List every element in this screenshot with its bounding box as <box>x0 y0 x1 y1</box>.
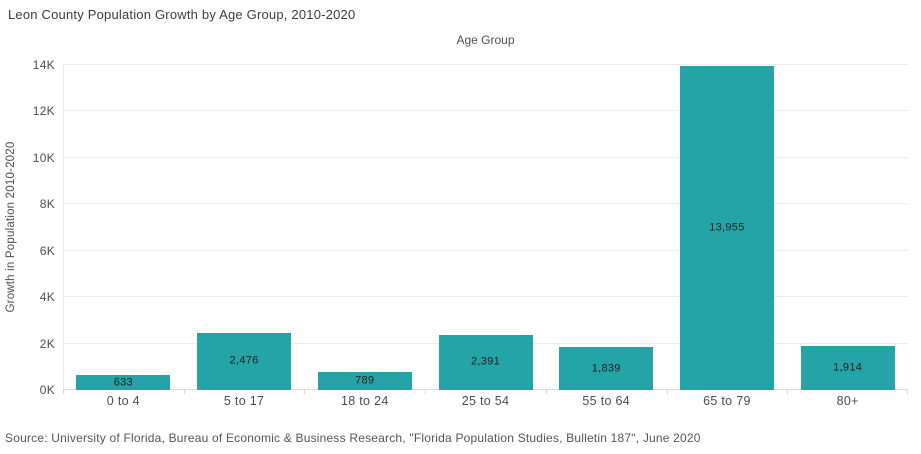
chart-title: Leon County Population Growth by Age Gro… <box>8 7 356 22</box>
x-tick-label: 18 to 24 <box>340 394 389 408</box>
gridline <box>63 296 908 298</box>
y-tick-label: 10K <box>32 150 55 165</box>
y-tick-label: 12K <box>32 104 55 119</box>
axis-tick <box>907 390 908 394</box>
y-axis-tick-labels: 0K 2K 4K 6K 8K 10K 12K 14K <box>0 58 55 397</box>
x-axis-title: Age Group <box>456 33 515 47</box>
bar-value-label: 1,839 <box>591 362 621 375</box>
axis-tick <box>787 390 789 394</box>
axis-tick <box>666 390 668 394</box>
axis-tick <box>425 390 427 394</box>
bar-value-label: 1,914 <box>833 361 863 374</box>
bar-5-to-17[interactable]: 2,476 <box>197 332 292 390</box>
x-tick-label: 0 to 4 <box>106 394 140 408</box>
axis-tick <box>304 390 306 394</box>
x-tick-label: 55 to 64 <box>582 394 630 408</box>
axis-tick <box>63 390 64 394</box>
gridline <box>63 249 908 251</box>
axis-tick <box>183 390 185 394</box>
bar-value-label: 633 <box>113 376 133 389</box>
y-tick-label: 0K <box>39 383 55 397</box>
bar-value-label: 2,476 <box>229 354 259 367</box>
x-tick-label: 80+ <box>836 394 859 408</box>
bar-65-to-79[interactable]: 13,955 <box>679 66 774 390</box>
bar-value-label: 2,391 <box>470 355 501 368</box>
axis-tick <box>545 390 547 394</box>
gridline <box>63 203 908 205</box>
gridline <box>63 110 908 112</box>
bar-value-label: 789 <box>355 374 375 387</box>
x-tick-label: 5 to 17 <box>223 394 265 408</box>
y-tick-label: 14K <box>32 58 55 72</box>
y-axis-line <box>63 65 64 390</box>
y-tick-label: 2K <box>39 336 55 351</box>
bar-0-to-4[interactable]: 633 <box>76 375 171 390</box>
source-attribution: Source: University of Florida, Bureau of… <box>5 431 701 445</box>
plot-area: 633 2,476 789 2,391 1,839 13,955 1,914 <box>63 64 908 394</box>
gridline <box>63 64 908 65</box>
y-tick-label: 4K <box>39 290 55 305</box>
bar-55-to-64[interactable]: 1,839 <box>559 347 654 390</box>
gridline <box>63 156 908 158</box>
bar-25-to-54[interactable]: 2,391 <box>438 334 533 390</box>
x-tick-label: 25 to 54 <box>461 394 510 408</box>
bar-value-label: 13,955 <box>709 221 745 234</box>
bar-80+[interactable]: 1,914 <box>800 345 895 390</box>
y-tick-label: 6K <box>39 243 55 258</box>
bar-18-to-24[interactable]: 789 <box>317 371 412 390</box>
y-tick-label: 8K <box>39 197 55 212</box>
x-tick-label: 65 to 79 <box>703 394 751 408</box>
